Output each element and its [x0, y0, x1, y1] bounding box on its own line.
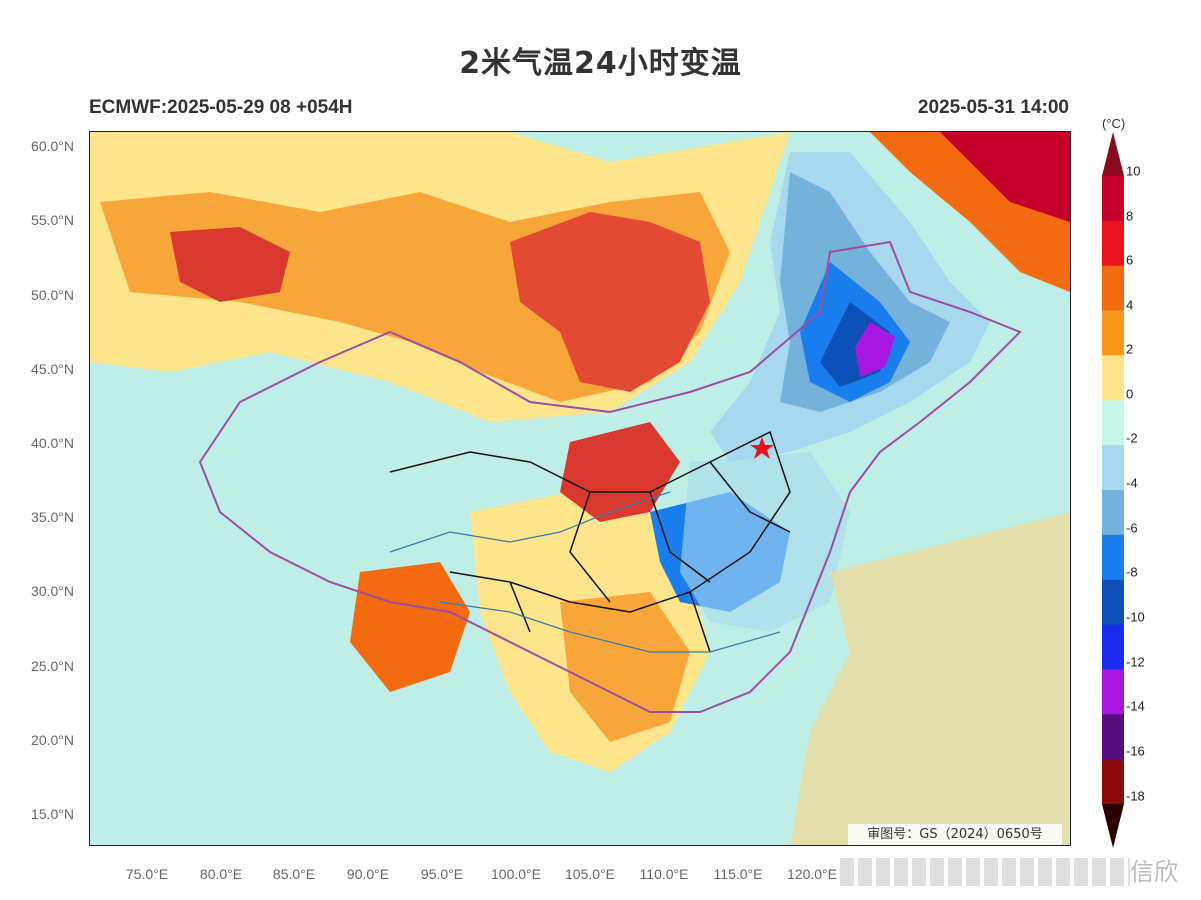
colorbar-label: -6 [1126, 520, 1138, 536]
colorbar-label: 2 [1126, 341, 1134, 357]
lon-label: 85.0°E [272, 866, 316, 882]
lat-label: 55.0°N [31, 212, 74, 228]
valid-time-label: 2025-05-31 14:00 [917, 97, 1069, 118]
colorbar-band [1102, 265, 1124, 312]
lon-label: 100.0°E [491, 866, 541, 882]
colorbar-label: 6 [1126, 252, 1134, 268]
province-boundaries [389, 430, 791, 653]
watermark: 信欣 [1130, 858, 1178, 886]
lat-label: 20.0°N [31, 732, 74, 748]
lon-label: 110.0°E [639, 866, 689, 882]
colorbar-label: -14 [1126, 698, 1145, 714]
colorbar-band [1102, 176, 1124, 222]
lat-label: 25.0°N [31, 658, 74, 674]
colorbar-band [1102, 490, 1124, 536]
lat-label: 50.0°N [31, 287, 74, 303]
colorbar-label: -16 [1126, 743, 1145, 759]
colorbar-band [1102, 534, 1124, 581]
lat-label: 35.0°N [31, 509, 74, 525]
colorbar-band [1102, 624, 1124, 670]
rivers [389, 491, 781, 653]
national-boundary [198, 240, 1022, 713]
lon-label: 80.0°E [199, 866, 243, 882]
warm-region-red-loess [560, 422, 680, 522]
colorbar-band [1102, 714, 1124, 760]
cold-region-east-china-outer [680, 452, 850, 632]
colorbar-label: 4 [1126, 297, 1134, 313]
lon-label: 105.0°E [565, 866, 615, 882]
colorbar-band [1102, 220, 1124, 267]
lon-label: 75.0°E [125, 866, 169, 882]
cold-band-extreme [855, 322, 895, 377]
colorbar-band [1102, 310, 1124, 356]
colorbar-label: -2 [1126, 430, 1138, 446]
sea-warm-area [790, 512, 1070, 845]
warm-region-orange-south [560, 592, 690, 742]
beijing-star-marker [750, 437, 774, 459]
colorbar-label: -10 [1126, 609, 1145, 625]
colorbar-top-extend [1102, 132, 1124, 176]
colorbar-label: 0 [1126, 386, 1134, 402]
colorbar-label: -12 [1126, 654, 1145, 670]
warm-region-northeast-red [940, 132, 1070, 222]
lat-label: 40.0°N [31, 435, 74, 451]
lat-label: 15.0°N [31, 806, 74, 822]
lon-label: 115.0°E [713, 866, 763, 882]
colorbar-unit: (°C) [1102, 116, 1126, 131]
watermark-bar [840, 858, 1130, 886]
colorbar-label: 8 [1126, 208, 1134, 224]
map-title: 2米气温24小时变温 [459, 46, 742, 81]
lat-label: 30.0°N [31, 583, 74, 599]
colorbar-label: -18 [1126, 788, 1145, 804]
colorbar-band [1102, 445, 1124, 491]
colorbar-band [1102, 759, 1124, 805]
map-review-number: 审图号：GS（2024）0650号 [848, 824, 1062, 845]
colorbar-band [1102, 579, 1124, 626]
warm-region-red-west [170, 227, 290, 302]
model-run-label: ECMWF:2025-05-29 08 +054H [89, 97, 353, 118]
colorbar-bottom-extend [1102, 804, 1124, 848]
lon-label: 90.0°E [346, 866, 390, 882]
lat-label: 45.0°N [31, 361, 74, 377]
colorbar-label: -8 [1126, 564, 1138, 580]
warm-region-red-tibet [350, 562, 470, 692]
map-canvas[interactable] [89, 131, 1071, 846]
warm-region-red-mongolia [510, 212, 710, 392]
colorbar-label: -4 [1126, 475, 1138, 491]
lat-label: 60.0°N [31, 138, 74, 154]
colorbar-band [1102, 400, 1124, 446]
colorbar [1102, 132, 1124, 848]
colorbar-band [1102, 355, 1124, 401]
temperature-change-map [90, 132, 1070, 845]
colorbar-band [1102, 669, 1124, 715]
lon-label: 120.0°E [787, 866, 837, 882]
lon-label: 95.0°E [420, 866, 464, 882]
colorbar-label: 10 [1126, 163, 1141, 179]
